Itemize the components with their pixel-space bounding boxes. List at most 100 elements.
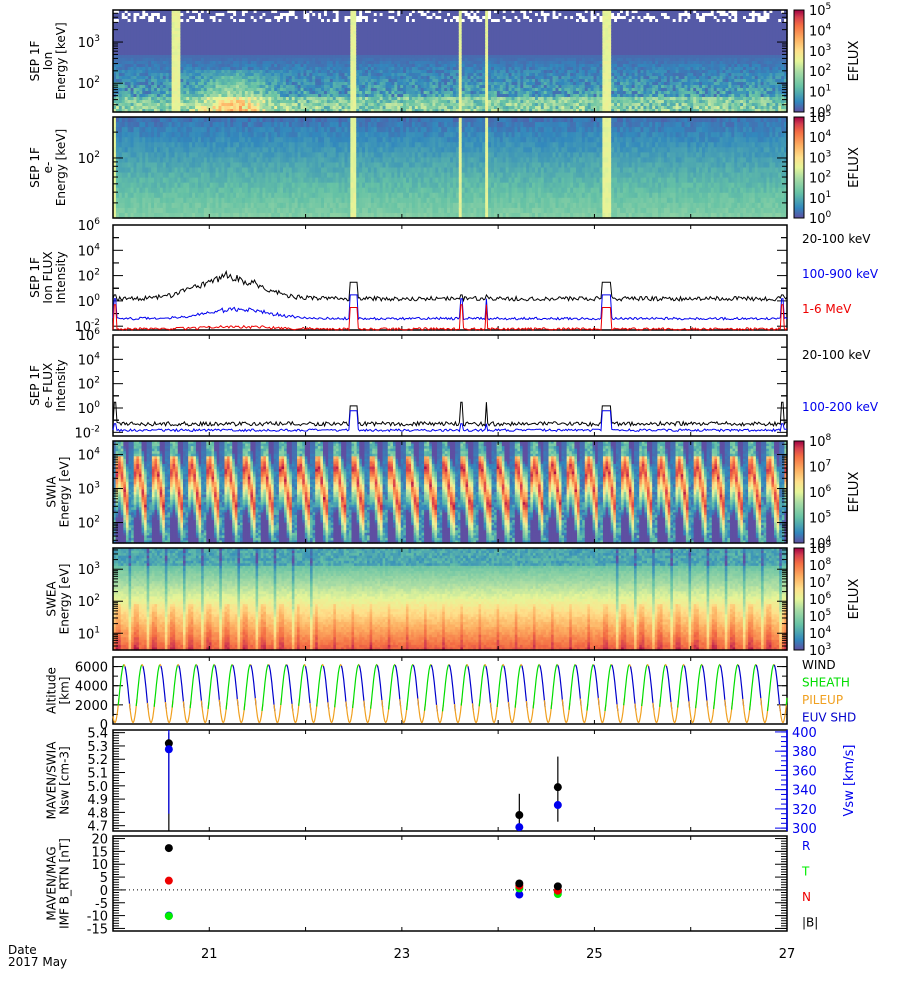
mag-imf-ylabel-line: MAVEN/MAG <box>45 846 59 920</box>
sep-ion-flux-legend-0: 20-100 keV <box>802 232 871 246</box>
sep-ion-spec-colorbar-tick: 101 <box>809 84 831 101</box>
swia-spec-colorbar-tick: 106 <box>809 484 832 501</box>
sep-ion-flux-ylabel-line: Intensity <box>54 251 68 303</box>
mag-imf-point-|B| <box>515 879 524 888</box>
altitude-ytick: 2000 <box>75 699 108 714</box>
panel-sep-electron-flux: 106 104 102 100 10-2 SEP 1F e- FLUX Intensity 20… <box>28 327 879 441</box>
mag-imf-ytick: 5 <box>100 871 108 886</box>
sep-electron-flux-ylabel-line: e- FLUX <box>41 363 55 409</box>
swia-density-speed-ytick: 5.3 <box>87 740 108 755</box>
mag-imf-ytick: -5 <box>95 897 108 912</box>
mag-imf-point-|B| <box>164 844 173 853</box>
altitude-legend-euv-shd: EUV SHD <box>802 711 856 725</box>
swia-density-speed-y2tick: 300 <box>792 822 817 837</box>
sep-ion-spec-ytick: 103 <box>78 34 100 51</box>
sep-electron-spec-colorbar <box>793 116 805 219</box>
altitude-ylabel-line: Altitude <box>45 667 59 714</box>
swea-spec-colorbar-tick: 108 <box>809 557 832 574</box>
mag-imf-point-|B| <box>553 882 562 891</box>
sep-electron-spec-colorbar-tick: 100 <box>809 210 832 227</box>
mag-imf-ytick: 20 <box>91 833 108 848</box>
swia-spec-colorbar <box>793 440 805 544</box>
swia-density-speed-ytick: 5.4 <box>87 727 108 742</box>
mag-imf-ylabel: MAVEN/MAG IMF B_RTN [nT] <box>45 838 72 929</box>
x-axis-label-month: 2017 May <box>8 956 67 968</box>
swia-density-speed-point-Vsw <box>515 823 524 832</box>
swia-density-speed-ytick: 4.8 <box>87 806 108 821</box>
swea-spec-ytick: 101 <box>78 625 100 642</box>
swea-spec-colorbar-tick: 106 <box>809 591 832 608</box>
swia-density-speed-y2label: Vsw [km/s] <box>842 745 857 817</box>
swia-density-speed-y2tick: 320 <box>792 803 817 818</box>
sep-ion-spec-colorbar-tick: 100 <box>809 104 832 121</box>
mag-imf-legend-3: |B| <box>802 916 818 930</box>
sep-ion-flux-ylabel: SEP 1F Ion FLUX Intensity <box>28 251 68 303</box>
sep-electron-flux-ytick: 10-2 <box>74 424 100 441</box>
sep-electron-spec-ylabel-line: Energy [keV] <box>54 129 68 206</box>
swea-spec-ytick: 103 <box>78 561 100 578</box>
sep-electron-flux-legend-0: 20-100 keV <box>802 348 871 362</box>
swia-density-speed-y2tick: 340 <box>792 784 817 799</box>
swia-spec-ylabel-line: Energy [eV] <box>58 457 72 528</box>
swia-density-speed-y2tick: 360 <box>792 764 817 779</box>
swea-spec-ylabel-line: Energy [eV] <box>58 564 72 635</box>
swea-spec-ylabel: SWEA Energy [eV] <box>45 564 72 635</box>
swia-spec-colorbar-tick: 105 <box>809 510 831 527</box>
mag-imf-ytick: 15 <box>91 845 108 860</box>
sep-electron-flux-ytick: 106 <box>78 327 101 344</box>
swia-density-speed-ytick: 5.0 <box>87 780 108 795</box>
sep-ion-flux-ytick: 102 <box>78 268 100 285</box>
sep-electron-flux-ylabel: SEP 1F e- FLUX Intensity <box>28 359 68 411</box>
sep-electron-flux-ytick: 104 <box>78 351 101 368</box>
altitude-legend-sheath: SHEATH <box>802 676 850 690</box>
sep-ion-flux-ytick: 100 <box>78 293 101 310</box>
swia-spec-colorbar-label: EFLUX <box>847 472 862 513</box>
sep-ion-flux-ytick: 106 <box>78 217 101 234</box>
swia-density-speed-ytick: 5.1 <box>87 767 108 782</box>
sep-ion-spec-colorbar <box>793 9 805 113</box>
swea-spec-colorbar-tick: 104 <box>809 625 832 642</box>
swia-density-speed-y2tick: 380 <box>792 745 817 760</box>
mag-imf-legend-1: T <box>801 865 810 879</box>
sep-electron-flux-series-20-100keV <box>112 401 788 428</box>
mag-imf-ytick: -10 <box>87 910 108 925</box>
mag-imf-ytick: -15 <box>87 922 108 937</box>
swia-density-speed-ytick: 4.7 <box>87 820 108 835</box>
swea-spec-ylabel-line: SWEA <box>45 581 59 617</box>
x-tick-label: 25 <box>586 947 603 962</box>
swia-spec-colorbar-tick: 104 <box>809 535 832 552</box>
altitude-ytick: 6000 <box>75 661 108 676</box>
x-axis-label-date: Date <box>8 944 67 956</box>
swea-spec-colorbar-tick: 103 <box>809 642 831 659</box>
panel-swia-spec: 104 103 102 SWIA Energy [eV] 108 107 106 105 104 E… <box>45 433 863 552</box>
swea-spec-colorbar-tick: 105 <box>809 608 831 625</box>
swia-spec-ytick: 104 <box>78 447 101 464</box>
altitude-ylabel: Altitude [km] <box>45 667 72 714</box>
sep-ion-spec-colorbar-tick: 102 <box>809 63 831 80</box>
sep-electron-spec-ylabel-line: SEP 1F <box>28 147 42 188</box>
sep-electron-spec-frame <box>112 116 788 219</box>
sep-electron-flux-ylabel-line: SEP 1F <box>28 365 42 406</box>
panel-sep-ion-flux: 106 104 102 100 10-2 SEP 1F Ion FLUX Intensity 2… <box>28 217 879 335</box>
mag-imf-legend-0: R <box>802 839 810 853</box>
sep-ion-spec-ylabel-line: Ion <box>41 52 55 71</box>
sep-ion-flux-ytick: 104 <box>78 242 101 259</box>
swea-spec-ytick: 102 <box>78 593 100 610</box>
x-tick-label: 27 <box>779 947 796 962</box>
panel-sep-ion-spec: 103 102 SEP 1F Ion Energy [keV] 105 104 103 102 1… <box>28 2 862 121</box>
swia-density-speed-frame <box>112 729 788 832</box>
sep-ion-spec-frame <box>112 9 788 113</box>
swia-spec-colorbar-tick: 108 <box>809 433 832 450</box>
sep-electron-spec-colorbar-tick: 102 <box>809 170 831 187</box>
swia-density-speed-ylabel-line: MAVEN/SWIA <box>45 741 59 820</box>
altitude-ylabel-line: [km] <box>58 676 72 704</box>
panel-sep-electron-spec: 102 SEP 1F e- Energy [keV] 105 104 103 102 101 10… <box>28 109 862 227</box>
sep-electron-spec-ylabel: SEP 1F e- Energy [keV] <box>28 129 68 206</box>
altitude-frame <box>112 656 788 725</box>
swia-density-speed-point-Vsw <box>164 745 173 754</box>
mag-imf-ytick: 10 <box>91 858 108 873</box>
sep-ion-flux-series-20-100keV <box>112 269 788 303</box>
